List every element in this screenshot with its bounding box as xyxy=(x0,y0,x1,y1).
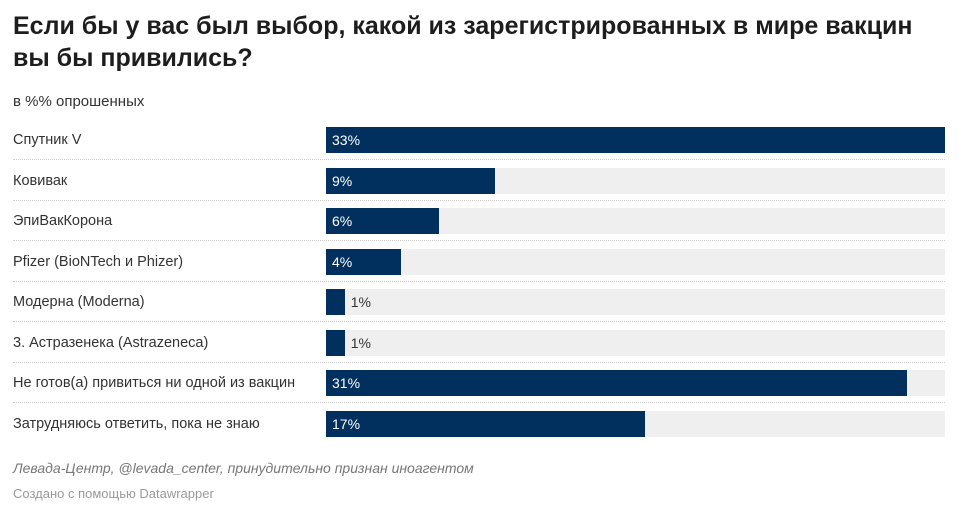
credit-link[interactable]: Создано с помощью Datawrapper xyxy=(13,486,214,501)
bar xyxy=(326,410,645,437)
bar-track: 17% xyxy=(326,410,945,437)
row-divider xyxy=(13,321,945,322)
bar-track: 1% xyxy=(326,289,945,315)
bar xyxy=(326,248,402,275)
row-divider xyxy=(13,361,945,363)
bar-track: 33% xyxy=(326,127,945,153)
bar xyxy=(326,208,439,234)
value-label: 6% xyxy=(332,213,353,229)
row-divider xyxy=(13,159,945,160)
value-label: 31% xyxy=(332,375,361,391)
bar xyxy=(326,167,495,194)
chart-subtitle: в %% опрошенных xyxy=(13,93,145,110)
bar-track: 9% xyxy=(326,167,945,194)
bar-row: 3. Астразенека (Astrazeneca) 1% xyxy=(13,323,945,363)
bar xyxy=(326,370,908,396)
bar-row: Спутник V 33% xyxy=(13,120,945,160)
value-label: 1% xyxy=(350,334,371,351)
category-label: Ковивак xyxy=(13,172,68,189)
row-divider xyxy=(13,199,945,201)
bar-row: Затрудняюсь ответить, пока не знаю 17% xyxy=(13,404,945,444)
bar-row: ЭпиВакКорона 6% xyxy=(13,201,945,241)
bar-track: 1% xyxy=(326,329,945,356)
category-label: ЭпиВакКорона xyxy=(13,213,113,229)
bar xyxy=(326,127,945,153)
bar xyxy=(326,329,345,356)
bar-track: 31% xyxy=(326,370,945,396)
category-label: 3. Астразенека (Astrazeneca) xyxy=(13,334,209,351)
row-divider xyxy=(13,402,945,403)
category-label: Не готов(а) привиться ни одной из вакцин xyxy=(13,375,296,391)
bar-row: Модерна (Moderna) 1% xyxy=(13,282,945,322)
value-label: 9% xyxy=(332,172,353,189)
chart-title: Если бы у вас был выбор, какой из зареги… xyxy=(13,12,913,72)
value-label: 33% xyxy=(332,132,361,148)
bar-row: Не готов(а) привиться ни одной из вакцин… xyxy=(13,363,945,403)
source-note: Левада-Центр, @levada_center, принудител… xyxy=(13,460,474,476)
bar-track: 6% xyxy=(326,208,945,234)
bar-track: 4% xyxy=(326,248,945,275)
category-label: Спутник V xyxy=(13,132,82,148)
category-label: Затрудняюсь ответить, пока не знаю xyxy=(13,415,260,432)
category-label: Модерна (Moderna) xyxy=(13,294,145,310)
value-label: 17% xyxy=(332,415,361,432)
value-label: 4% xyxy=(332,253,353,270)
row-divider xyxy=(13,280,945,282)
bar xyxy=(326,289,345,315)
category-label: Pfizer (BioNTech и Phizer) xyxy=(13,253,184,270)
bar-row: Ковивак 9% xyxy=(13,161,945,201)
value-label: 1% xyxy=(350,294,371,310)
row-divider xyxy=(13,240,945,241)
bar-row: Pfizer (BioNTech и Phizer) 4% xyxy=(13,242,945,282)
